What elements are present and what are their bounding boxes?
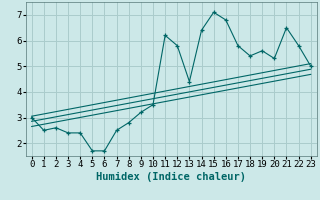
X-axis label: Humidex (Indice chaleur): Humidex (Indice chaleur) (96, 172, 246, 182)
